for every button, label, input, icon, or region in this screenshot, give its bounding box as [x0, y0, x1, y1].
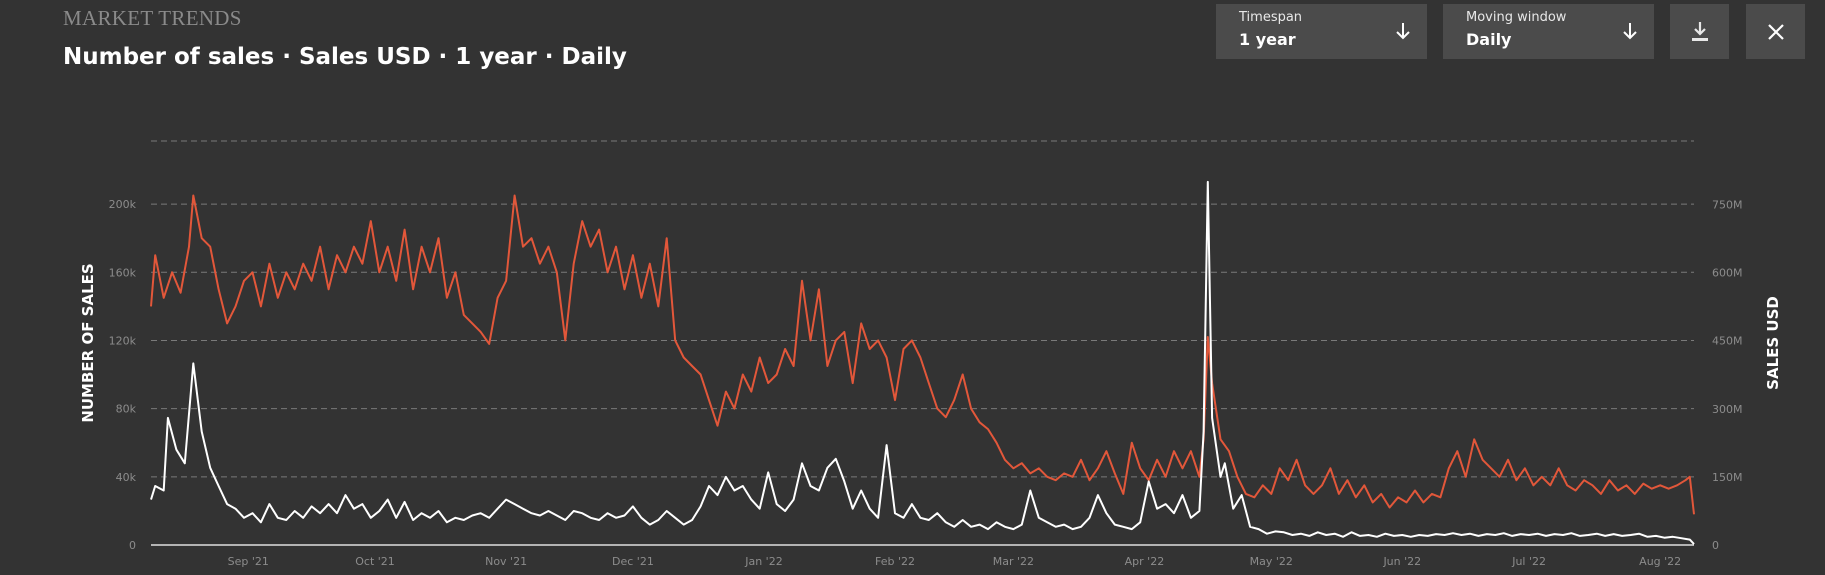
- right-axis-tick-label: 450M: [1712, 335, 1743, 348]
- moving-window-value: Daily: [1466, 30, 1512, 49]
- x-axis-tick-label: May '22: [1250, 555, 1293, 568]
- x-axis-tick-label: Aug '22: [1639, 555, 1681, 568]
- timespan-select[interactable]: Timespan 1 year: [1216, 4, 1427, 59]
- moving-window-label: Moving window: [1466, 10, 1567, 25]
- left-axis-tick-label: 40k: [116, 471, 137, 484]
- x-axis-tick-label: Apr '22: [1125, 555, 1165, 568]
- right-axis-tick-label: 600M: [1712, 267, 1743, 280]
- page-title: Number of sales · Sales USD · 1 year · D…: [63, 44, 627, 70]
- moving-window-select[interactable]: Moving window Daily: [1443, 4, 1654, 59]
- x-axis-tick-label: Jul '22: [1511, 555, 1546, 568]
- arrow-down-icon: [1623, 23, 1637, 40]
- x-axis-tick-label: Oct '21: [355, 555, 395, 568]
- x-axis-tick-label: Nov '21: [485, 555, 527, 568]
- download-icon: [1691, 21, 1708, 41]
- x-axis-tick-label: Dec '21: [612, 555, 654, 568]
- right-axis-tick-label: 750M: [1712, 199, 1743, 212]
- close-icon: [1767, 23, 1784, 40]
- x-axis-tick-label: Sep '21: [228, 555, 269, 568]
- left-axis-tick-label: 200k: [109, 198, 137, 211]
- left-axis-title: NUMBER OF SALES: [79, 263, 97, 422]
- right-axis-tick-label: 150M: [1712, 471, 1743, 484]
- close-button[interactable]: [1746, 4, 1805, 59]
- left-axis-tick-label: 80k: [116, 403, 137, 416]
- x-axis-tick-label: Feb '22: [875, 555, 915, 568]
- right-axis-tick-label: 300M: [1712, 403, 1743, 416]
- number-of-sales-line: [150, 194, 1695, 515]
- x-axis-tick-label: Jun '22: [1382, 555, 1421, 568]
- download-button[interactable]: [1670, 4, 1729, 59]
- x-axis-tick-label: Mar '22: [993, 555, 1034, 568]
- arrow-down-icon: [1396, 23, 1410, 40]
- brand-title: MARKET TRENDS: [63, 6, 242, 30]
- right-axis-tick-label: 0: [1712, 539, 1719, 552]
- x-axis-tick-label: Jan '22: [744, 555, 782, 568]
- sales-usd-line: [150, 180, 1695, 545]
- timespan-label: Timespan: [1239, 10, 1303, 25]
- right-axis-title: SALES USD: [1764, 296, 1782, 390]
- timespan-value: 1 year: [1239, 30, 1296, 49]
- left-axis-tick-label: 160k: [109, 266, 137, 279]
- left-axis-tick-label: 120k: [109, 334, 137, 347]
- left-axis-tick-label: 0: [129, 539, 136, 552]
